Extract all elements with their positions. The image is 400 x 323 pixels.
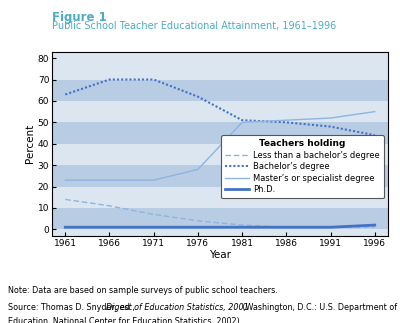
Bar: [52, 208, 388, 229]
Text: Source: Thomas D. Snyder, ed.,: Source: Thomas D. Snyder, ed.,: [8, 303, 137, 312]
Legend: Less than a bachelor’s degree, Bachelor’s degree, Master’s or specialist degree,: Less than a bachelor’s degree, Bachelor’…: [221, 135, 384, 199]
Text: Digest of Education Statistics, 2001: Digest of Education Statistics, 2001: [106, 303, 249, 312]
X-axis label: Year: Year: [209, 250, 231, 260]
Text: Public School Teacher Educational Attainment, 1961–1996: Public School Teacher Educational Attain…: [52, 21, 336, 31]
Text: (Washington, D.C.: U.S. Department of: (Washington, D.C.: U.S. Department of: [240, 303, 397, 312]
Bar: [52, 79, 388, 101]
Bar: [52, 165, 388, 187]
Y-axis label: Percent: Percent: [25, 124, 35, 163]
Text: Note: Data are based on sample surveys of public school teachers.: Note: Data are based on sample surveys o…: [8, 286, 278, 295]
Text: Figure 1: Figure 1: [52, 11, 107, 24]
Text: Education, National Center for Education Statistics, 2002).: Education, National Center for Education…: [8, 317, 242, 323]
Bar: [52, 122, 388, 144]
